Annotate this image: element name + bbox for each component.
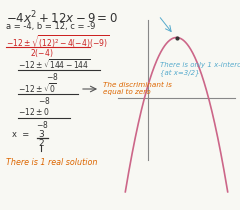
Text: $-12 \pm \sqrt{144 - 144}$: $-12 \pm \sqrt{144 - 144}$ (18, 58, 90, 71)
Text: x  =: x = (12, 130, 29, 139)
Text: $2(-4)$: $2(-4)$ (30, 47, 54, 59)
Text: The discriminant is
equal to zero: The discriminant is equal to zero (103, 82, 172, 95)
Text: $-12 \pm \sqrt{0}$: $-12 \pm \sqrt{0}$ (18, 82, 57, 96)
Text: $-12 \pm \sqrt{(12)^2-4(-4)(-9)}$: $-12 \pm \sqrt{(12)^2-4(-4)(-9)}$ (6, 34, 109, 51)
Text: $-8$: $-8$ (36, 119, 49, 130)
Text: $-12 \pm 0$: $-12 \pm 0$ (18, 106, 50, 117)
Text: $-4x^2 + 12x - 9 = 0$: $-4x^2 + 12x - 9 = 0$ (6, 10, 118, 27)
Text: a = -4, b = 12, c = -9: a = -4, b = 12, c = -9 (6, 22, 95, 31)
Text: $-8$: $-8$ (38, 95, 51, 106)
Text: There is 1 real solution: There is 1 real solution (6, 158, 97, 167)
Text: 2: 2 (38, 139, 44, 148)
Text: There is only 1 x-intercept
{at x=3/2}: There is only 1 x-intercept {at x=3/2} (160, 62, 240, 76)
Text: 3: 3 (38, 130, 44, 139)
Text: $-8$: $-8$ (46, 71, 59, 82)
